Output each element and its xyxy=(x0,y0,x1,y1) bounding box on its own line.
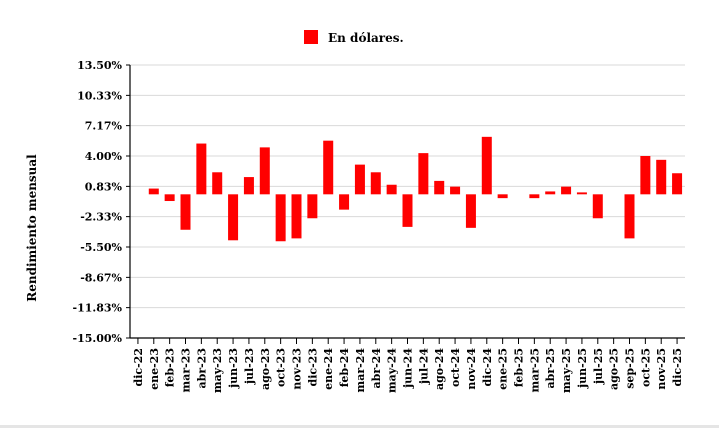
legend: En dólares. xyxy=(304,30,404,45)
x-tick-label: feb-23 xyxy=(164,348,177,387)
bar xyxy=(545,191,556,195)
bar xyxy=(243,177,254,195)
x-tick-label: ene-23 xyxy=(148,348,161,390)
x-tick-label: dic-23 xyxy=(306,348,319,386)
y-tick-label: 13.50% xyxy=(77,59,122,72)
bar xyxy=(323,140,334,195)
x-tick-labels: dic-22 ene-23 feb-23 mar-23 abr-23 may-23 jun-… xyxy=(132,348,684,393)
x-tick-label: feb-24 xyxy=(338,348,351,388)
x-tick-label: sep-25 xyxy=(624,348,637,389)
x-tick-label: dic-22 xyxy=(132,348,145,386)
bar xyxy=(148,188,159,195)
bar xyxy=(529,194,540,199)
x-tick-label: may-25 xyxy=(560,348,573,393)
bar xyxy=(561,186,572,195)
x-tick-label: abr-24 xyxy=(370,348,383,389)
x-tick-label: mar-24 xyxy=(354,348,367,393)
bar xyxy=(180,194,191,230)
bar xyxy=(291,194,302,239)
bar xyxy=(624,194,635,239)
bar xyxy=(576,192,587,195)
bar xyxy=(196,143,207,195)
bar xyxy=(370,172,381,195)
bar xyxy=(434,180,445,195)
bar xyxy=(228,194,239,241)
y-tick-label: -11.83% xyxy=(73,302,123,315)
bar xyxy=(672,173,683,195)
bar xyxy=(212,172,223,195)
bar xyxy=(497,194,508,199)
bar xyxy=(275,194,286,242)
x-tick-label: oct-24 xyxy=(449,348,462,387)
bottom-divider xyxy=(0,425,719,428)
x-tick-label: ago-24 xyxy=(433,348,446,390)
x-tick-label: jun-23 xyxy=(227,348,240,389)
axes xyxy=(126,64,685,344)
x-tick-label: jul-23 xyxy=(243,348,256,385)
x-tick-label: ago-25 xyxy=(608,348,621,390)
x-tick-label: ene-25 xyxy=(497,348,510,390)
x-tick-label: oct-23 xyxy=(275,348,288,387)
bar xyxy=(656,159,667,195)
x-tick-label: nov-25 xyxy=(655,348,668,390)
bar xyxy=(481,136,492,195)
y-tick-label: -5.50% xyxy=(80,241,122,254)
x-tick-label: jul-25 xyxy=(592,348,605,385)
bar xyxy=(418,153,429,195)
bar xyxy=(354,164,365,195)
bar xyxy=(164,194,175,202)
bar xyxy=(386,184,397,195)
x-tick-label: oct-25 xyxy=(639,348,652,387)
x-tick-label: dic-25 xyxy=(671,348,684,386)
x-tick-label: ene-24 xyxy=(322,348,335,390)
x-tick-label: abr-25 xyxy=(544,348,557,389)
bar xyxy=(339,194,350,210)
x-tick-label: may-24 xyxy=(386,348,399,393)
x-tick-label: dic-24 xyxy=(481,348,494,387)
legend-swatch xyxy=(304,30,318,44)
bar xyxy=(640,156,651,195)
bar xyxy=(402,194,413,227)
x-tick-label: ago-23 xyxy=(259,348,272,390)
bar xyxy=(450,186,461,195)
y-tick-label: -8.67% xyxy=(80,271,122,284)
bar xyxy=(259,147,270,195)
y-tick-label: 4.00% xyxy=(85,150,123,163)
bar xyxy=(592,194,603,219)
y-tick-labels: 13.50% 10.33% 7.17% 4.00% 0.83% -2.33% -5.50% -… xyxy=(73,59,123,345)
y-tick-label: 10.33% xyxy=(77,89,122,102)
y-tick-label: 7.17% xyxy=(85,120,123,133)
y-tick-label: 0.83% xyxy=(85,180,123,193)
x-tick-label: nov-23 xyxy=(291,348,304,390)
y-tick-label: -15.00% xyxy=(73,332,123,345)
legend-label: En dólares. xyxy=(328,31,404,45)
x-tick-label: nov-24 xyxy=(465,348,478,390)
x-tick-label: mar-25 xyxy=(528,348,541,392)
y-axis-title: Rendimiento mensual xyxy=(25,154,39,302)
x-tick-label: jun-24 xyxy=(402,348,415,389)
x-tick-label: mar-23 xyxy=(180,348,193,392)
x-tick-label: jun-25 xyxy=(576,348,589,389)
x-tick-label: feb-25 xyxy=(513,348,526,387)
x-tick-label: may-23 xyxy=(211,348,224,393)
y-tick-label: -2.33% xyxy=(80,211,122,224)
bar-series xyxy=(148,136,683,242)
bar xyxy=(307,194,318,219)
bar xyxy=(465,194,476,228)
x-tick-label: jul-24 xyxy=(417,348,430,385)
x-tick-label: abr-23 xyxy=(195,348,208,389)
